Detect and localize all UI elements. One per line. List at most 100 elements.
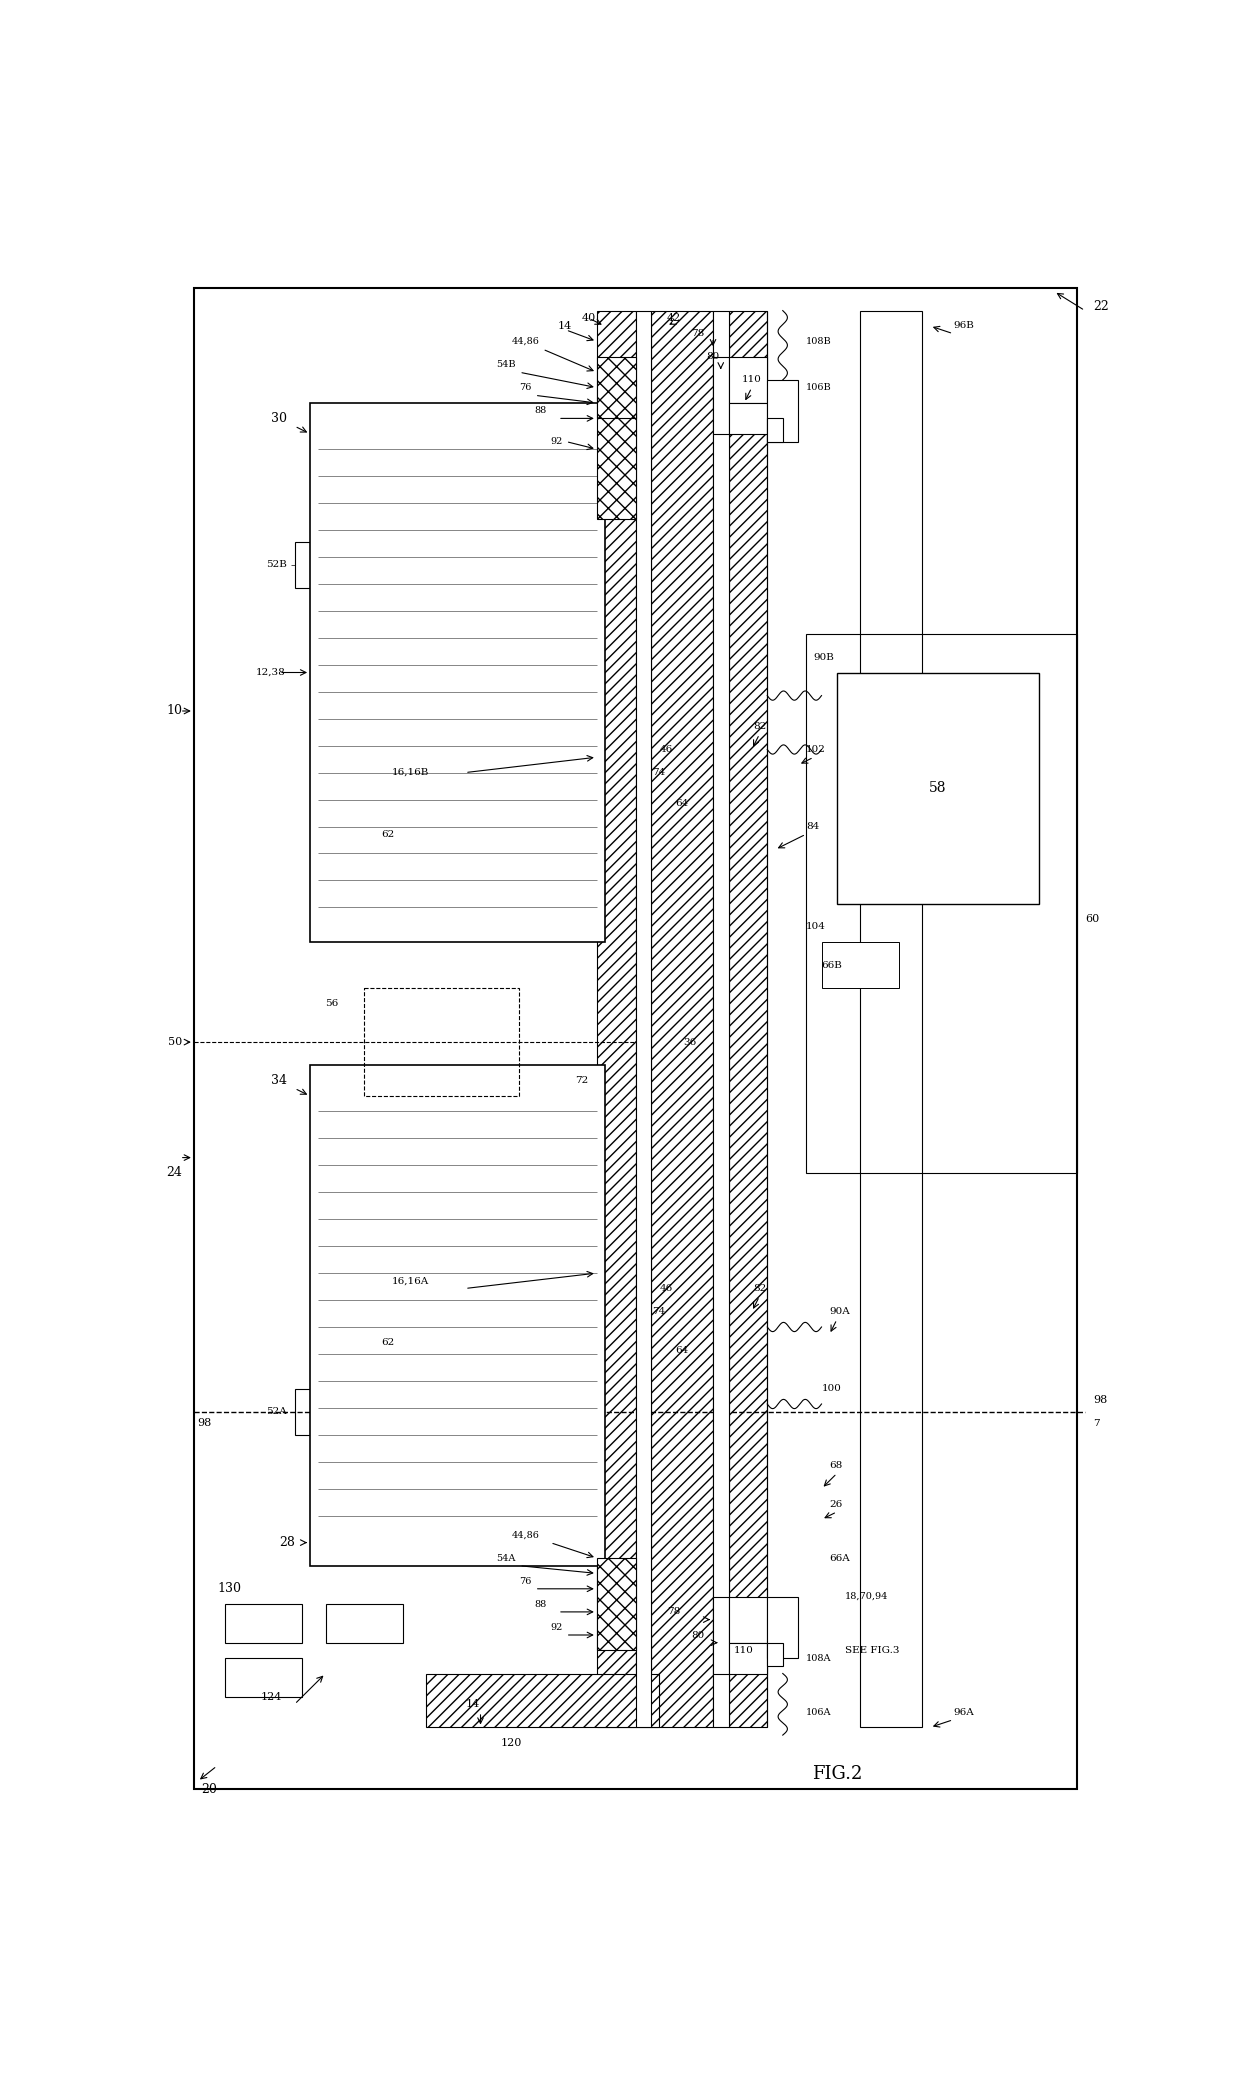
Bar <box>729 357 768 403</box>
Text: 124: 124 <box>260 1691 281 1702</box>
Text: 90A: 90A <box>830 1307 849 1316</box>
Bar <box>713 1596 729 1675</box>
Text: 84: 84 <box>806 822 820 830</box>
Text: 78: 78 <box>691 330 704 338</box>
Bar <box>596 357 635 419</box>
Text: 72: 72 <box>574 1077 588 1085</box>
Text: 34: 34 <box>272 1075 288 1087</box>
Bar <box>837 672 1039 903</box>
Text: 62: 62 <box>381 830 394 838</box>
Text: 90B: 90B <box>813 654 835 662</box>
Text: 24: 24 <box>166 1166 182 1179</box>
Bar <box>806 635 1078 1172</box>
Text: 20: 20 <box>201 1782 217 1795</box>
Bar <box>365 988 520 1096</box>
Text: 110: 110 <box>734 1645 754 1656</box>
Text: 88: 88 <box>534 407 547 415</box>
Text: 64: 64 <box>676 799 688 807</box>
Bar <box>729 1596 768 1643</box>
Text: 88: 88 <box>534 1600 547 1608</box>
Text: 22: 22 <box>1092 301 1109 313</box>
Text: 44,86: 44,86 <box>511 1531 539 1540</box>
Bar <box>729 1643 768 1675</box>
Text: 130: 130 <box>217 1583 241 1596</box>
Bar <box>768 1596 799 1658</box>
Text: 52A: 52A <box>267 1407 286 1417</box>
Text: 16,16A: 16,16A <box>392 1276 429 1284</box>
Bar <box>224 1604 303 1643</box>
Text: 58: 58 <box>929 780 946 795</box>
Bar <box>310 1064 605 1567</box>
Bar <box>224 1658 303 1697</box>
Bar <box>729 403 768 434</box>
Text: 64: 64 <box>676 1345 688 1355</box>
Bar <box>295 1388 310 1434</box>
Bar <box>635 311 651 1726</box>
Text: 42: 42 <box>667 313 681 324</box>
Bar <box>861 311 923 1726</box>
Text: 54B: 54B <box>496 359 516 369</box>
Text: 18,70,94: 18,70,94 <box>844 1592 888 1602</box>
Text: 74: 74 <box>652 768 666 778</box>
Bar <box>310 403 605 942</box>
Text: 46: 46 <box>660 745 673 753</box>
Text: 80: 80 <box>691 1631 704 1639</box>
Text: 106B: 106B <box>806 384 832 392</box>
Text: 16,16B: 16,16B <box>392 768 429 778</box>
Bar <box>325 1604 403 1643</box>
Text: 10: 10 <box>166 706 182 718</box>
Bar <box>596 1558 635 1650</box>
Text: 50: 50 <box>167 1038 182 1048</box>
Text: 102: 102 <box>806 745 826 753</box>
Text: 110: 110 <box>742 376 761 384</box>
Text: 66A: 66A <box>830 1554 849 1562</box>
Text: 78: 78 <box>667 1608 681 1616</box>
Bar <box>651 311 713 1726</box>
Text: 28: 28 <box>279 1536 295 1550</box>
Text: 68: 68 <box>830 1461 842 1469</box>
Text: 80: 80 <box>707 353 719 361</box>
Bar <box>768 380 799 442</box>
Text: 76: 76 <box>520 1577 532 1585</box>
Bar <box>768 1643 782 1666</box>
Bar <box>768 419 782 442</box>
Bar <box>713 311 729 1726</box>
Bar <box>596 311 635 1726</box>
Text: 92: 92 <box>551 1623 563 1631</box>
Text: 14: 14 <box>558 322 572 332</box>
Text: 98: 98 <box>197 1417 212 1428</box>
Text: 108B: 108B <box>806 336 832 347</box>
Text: 62: 62 <box>381 1338 394 1347</box>
Text: 30: 30 <box>272 413 288 425</box>
Text: 12,38: 12,38 <box>255 668 285 676</box>
Text: FIG.2: FIG.2 <box>812 1764 862 1782</box>
Text: 100: 100 <box>821 1384 842 1392</box>
Text: 44,86: 44,86 <box>511 336 539 347</box>
Text: 98: 98 <box>1092 1394 1107 1405</box>
Bar <box>713 357 729 434</box>
Text: 96B: 96B <box>954 322 975 330</box>
Text: 82: 82 <box>753 1284 766 1293</box>
Text: 76: 76 <box>520 384 532 392</box>
Text: 66B: 66B <box>821 961 842 969</box>
Text: 26: 26 <box>830 1500 842 1509</box>
Text: 40: 40 <box>582 313 595 324</box>
Text: 60: 60 <box>1085 913 1099 923</box>
Text: 82: 82 <box>753 722 766 730</box>
Text: 74: 74 <box>652 1307 666 1316</box>
Bar <box>821 942 899 988</box>
Bar <box>295 542 310 587</box>
Text: 7: 7 <box>1092 1419 1100 1428</box>
Text: 106A: 106A <box>806 1708 832 1716</box>
Text: 46: 46 <box>660 1284 673 1293</box>
Text: 108A: 108A <box>806 1654 832 1662</box>
Text: 96A: 96A <box>954 1708 973 1716</box>
Text: 36: 36 <box>683 1038 697 1046</box>
Bar <box>596 403 635 519</box>
Text: 92: 92 <box>551 438 563 446</box>
Text: 104: 104 <box>806 921 826 932</box>
Text: 14: 14 <box>466 1699 480 1710</box>
Text: 54A: 54A <box>496 1554 516 1562</box>
Text: 56: 56 <box>325 998 339 1008</box>
Text: 120: 120 <box>501 1737 522 1747</box>
